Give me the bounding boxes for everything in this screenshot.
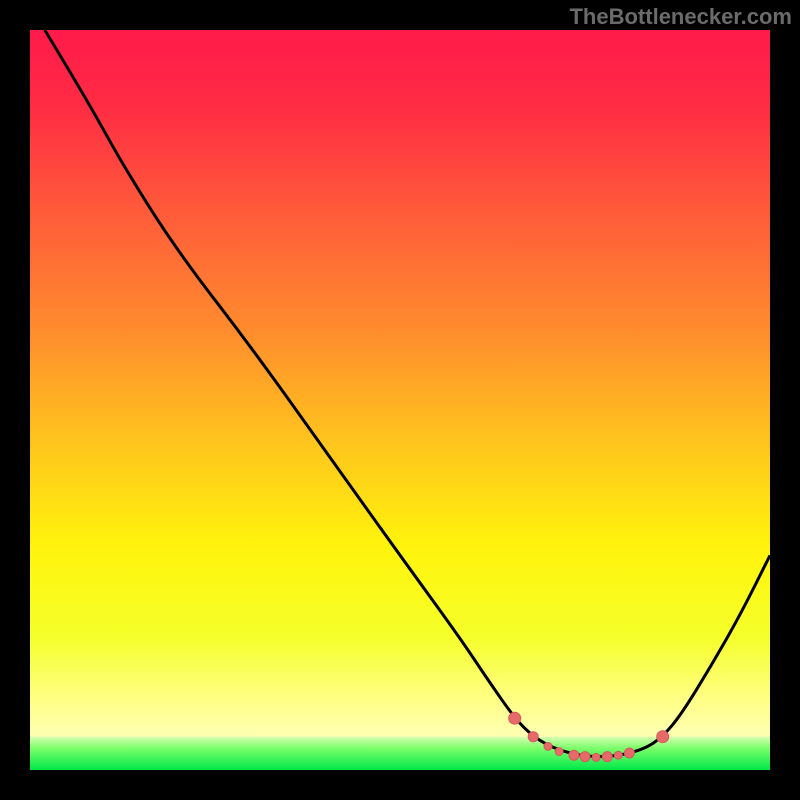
curve-marker [509, 712, 521, 724]
curve-marker [624, 748, 634, 758]
curve-marker [602, 752, 612, 762]
curve-markers [509, 712, 669, 761]
curve-marker [580, 752, 590, 762]
curve-marker [555, 748, 563, 756]
curve-marker [569, 750, 579, 760]
plot-area [30, 30, 770, 770]
curve-marker [544, 742, 552, 750]
curve-marker [592, 753, 600, 761]
curve-marker [528, 732, 538, 742]
curve-layer [30, 30, 770, 770]
bottleneck-curve [45, 30, 770, 757]
watermark-text: TheBottlenecker.com [569, 4, 792, 30]
curve-marker [614, 751, 622, 759]
curve-marker [657, 731, 669, 743]
